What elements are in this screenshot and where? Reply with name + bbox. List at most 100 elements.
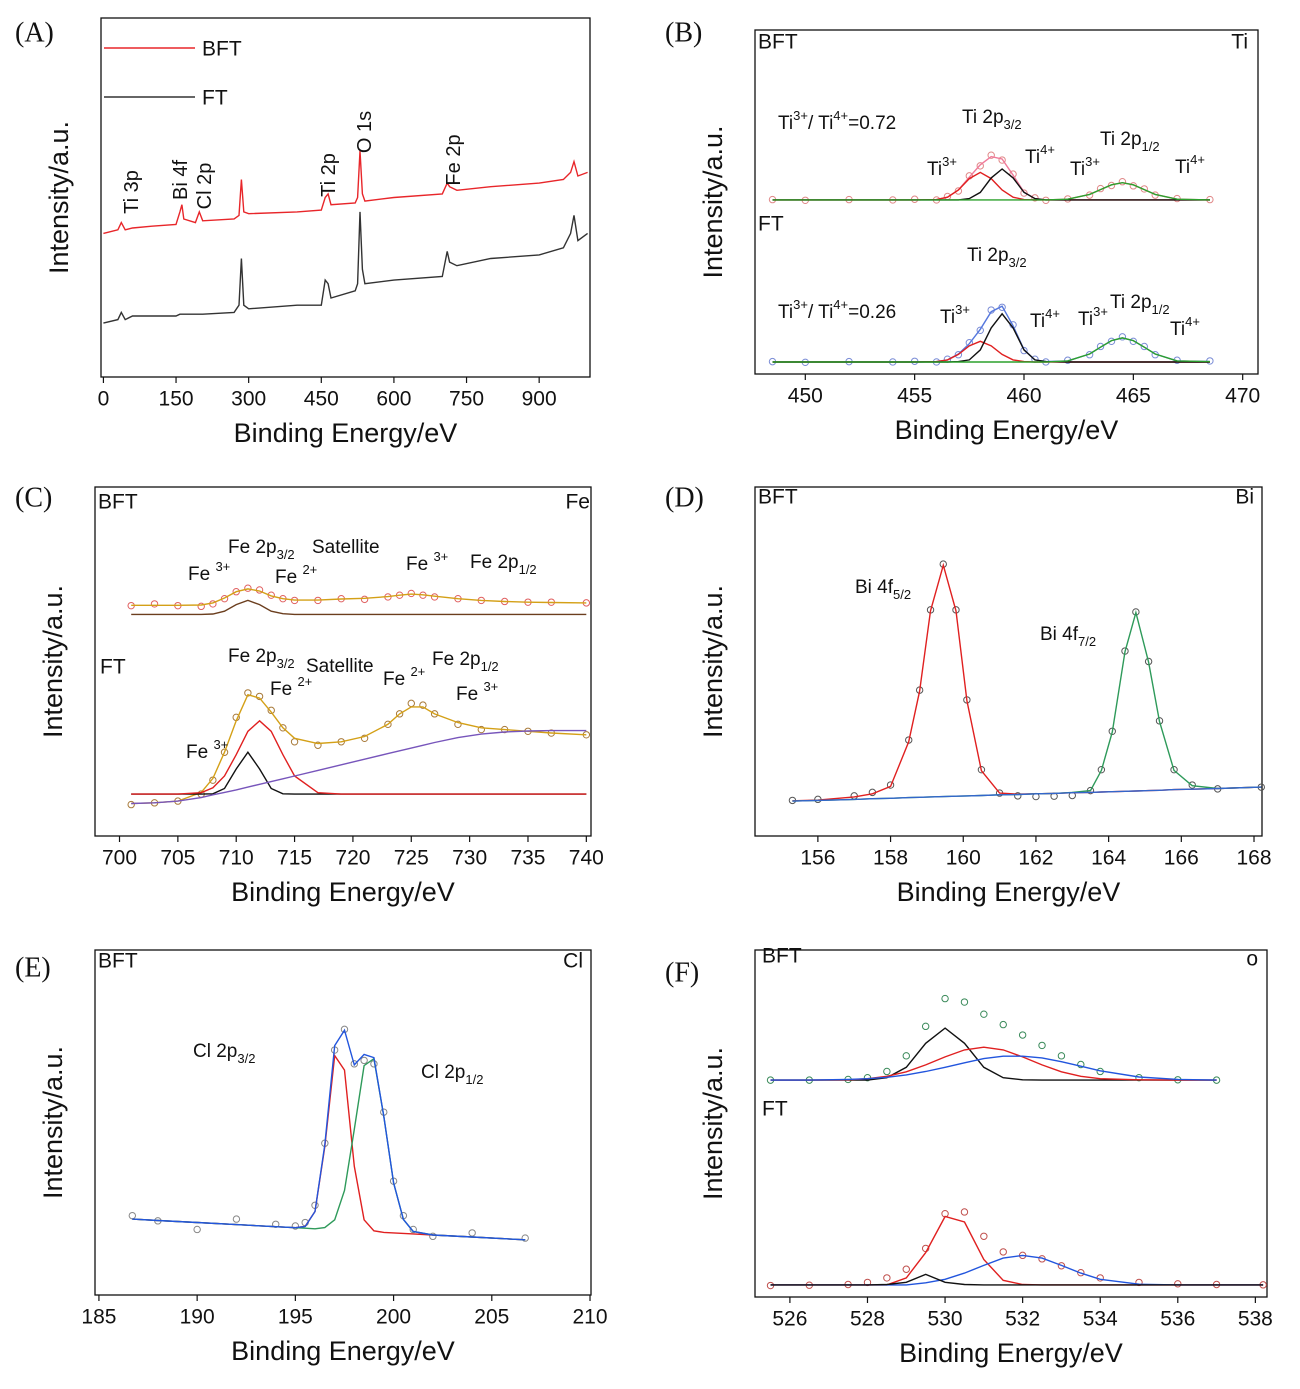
data-point	[1174, 1280, 1182, 1288]
annotation-part: 3/2	[1004, 117, 1022, 132]
annotation-part: Cl 2p	[194, 163, 216, 210]
data-point	[291, 1222, 300, 1230]
plot-frame	[100, 17, 591, 378]
data-point	[279, 724, 287, 732]
series-line	[772, 312, 1210, 363]
x-tick-label: 740	[569, 847, 604, 870]
data-point	[954, 351, 963, 359]
data-point	[1031, 194, 1039, 202]
annotation: Cl 2p1/2	[421, 1062, 483, 1087]
data-point	[941, 994, 949, 1003]
series-line	[131, 729, 587, 805]
data-point	[255, 692, 264, 701]
series-line	[772, 181, 1210, 201]
sample-label: Cl	[563, 950, 583, 973]
annotation: Satellite	[306, 656, 374, 677]
annotation-part: Ti	[778, 302, 793, 323]
annotation: Ti3+	[927, 154, 957, 180]
annotation-part: Fe 2p	[443, 134, 465, 185]
data-point	[960, 1208, 969, 1216]
annotation: Cl 2p	[194, 163, 216, 210]
data-point	[999, 1020, 1007, 1029]
x-tick-label: 160	[946, 847, 981, 870]
data-point	[468, 1229, 476, 1237]
data-point	[980, 1010, 988, 1018]
annotation-part: 1/2	[1152, 302, 1170, 317]
sample-label: FT	[758, 213, 784, 236]
x-tick-label: 164	[1091, 847, 1126, 870]
x-tick-label: 715	[277, 847, 312, 870]
data-point	[314, 741, 322, 749]
x-axis-label: Binding Energy/eV	[899, 1338, 1123, 1368]
x-tick-label: 156	[800, 847, 835, 870]
annotation-part: Ti	[1175, 157, 1190, 178]
sample-label: BFT	[98, 491, 138, 514]
panel: (C) Binding Energy/eV Intensity/a.u. 700 705…	[15, 482, 604, 907]
data-point	[902, 1265, 910, 1273]
x-tick-label: 720	[335, 847, 370, 870]
annotation: Fe 2p3/2	[228, 646, 295, 671]
data-point	[384, 720, 392, 729]
annotation-part: 1/2	[465, 1072, 483, 1087]
data-point	[1118, 178, 1127, 186]
data-point	[350, 1060, 358, 1068]
annotation-part: Satellite	[312, 537, 380, 558]
data-point	[976, 162, 984, 170]
annotation-part: 3+	[215, 559, 230, 574]
plot-frame	[754, 29, 1259, 375]
plot-frame	[754, 486, 1263, 837]
x-axis-label: Binding Energy/eV	[234, 418, 458, 448]
series-line	[131, 719, 587, 795]
x-tick-label: 526	[772, 1308, 807, 1331]
annotation-part: / Ti	[808, 302, 833, 323]
annotation: Ti3+	[1070, 154, 1100, 180]
x-tick-label: 300	[231, 388, 266, 411]
annotation-part: Ti 3p	[121, 170, 143, 214]
data-point	[1057, 1262, 1066, 1270]
annotation-part: Ti	[1070, 159, 1085, 180]
annotation: Ti3+	[1078, 304, 1108, 330]
panel: (E) Binding Energy/eV Intensity/a.u. 185 190…	[15, 949, 608, 1366]
annotation: Fe 3+	[456, 679, 498, 705]
x-tick-label: 470	[1225, 385, 1260, 408]
annotation: Fe 3+	[406, 549, 448, 575]
series-line	[131, 588, 587, 606]
annotation: Cl 2p3/2	[193, 1041, 255, 1066]
series-line	[770, 1254, 1264, 1286]
y-axis-label: Intensity/a.u.	[698, 125, 728, 278]
annotation-part: 3+	[483, 679, 498, 694]
data-point	[220, 748, 229, 756]
annotation-part: Fe	[186, 742, 213, 763]
data-point	[886, 781, 895, 789]
annotation-part: 3+	[942, 154, 957, 169]
annotation-part: Fe 2p	[470, 552, 519, 573]
annotation-part: Fe 2p	[228, 646, 277, 667]
annotation: Ti4+	[1175, 152, 1205, 178]
annotation-part: Fe	[275, 567, 302, 588]
y-axis-label: Intensity/a.u.	[38, 585, 68, 738]
data-point	[976, 326, 984, 335]
y-axis-label: Intensity/a.u.	[698, 1047, 728, 1200]
annotation-part: Ti	[1030, 311, 1045, 332]
x-tick-label: 195	[278, 1306, 313, 1329]
data-point	[360, 1056, 368, 1065]
series-line	[770, 1215, 1264, 1286]
data-point	[407, 699, 415, 708]
x-tick-label: 210	[572, 1306, 607, 1329]
data-point	[477, 725, 485, 734]
annotation: Fe 3+	[186, 737, 228, 763]
legend-label: FT	[202, 87, 228, 110]
plot-frame	[94, 949, 592, 1296]
sample-label: Fe	[565, 491, 590, 514]
series-line	[772, 305, 1210, 363]
annotation-part: Satellite	[306, 656, 374, 677]
series-line	[792, 609, 1262, 802]
data-point	[272, 1220, 280, 1228]
annotation: Fe 2+	[275, 562, 317, 588]
annotation-part: 4+	[1190, 152, 1205, 167]
x-tick-label: 536	[1160, 1308, 1195, 1331]
sample-label: BFT	[762, 945, 802, 968]
data-point	[1188, 781, 1196, 789]
annotation-part: 2+	[297, 674, 312, 689]
sample-label: BFT	[758, 31, 798, 54]
